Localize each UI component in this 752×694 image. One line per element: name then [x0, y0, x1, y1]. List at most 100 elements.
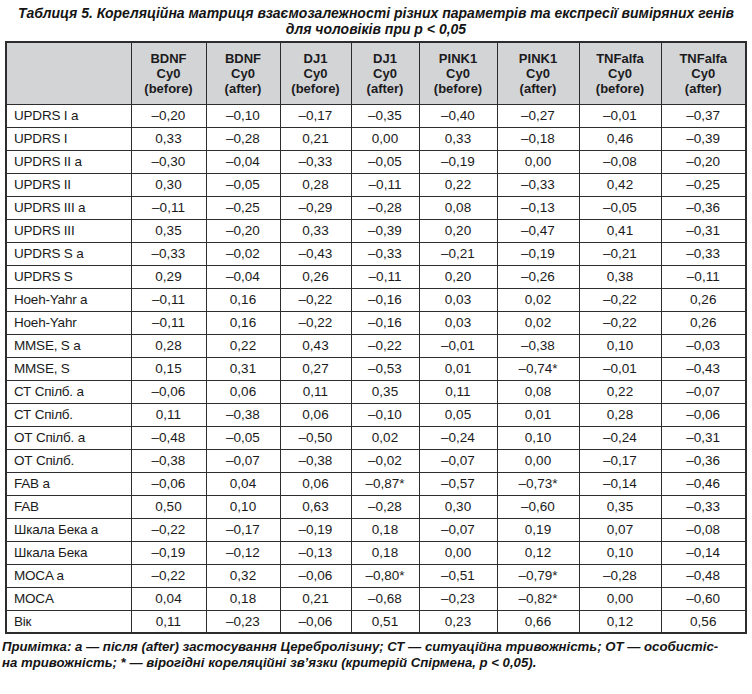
table-row: UPDRS S0,29–0,040,26–0,110,20–0,260,38–0… [6, 265, 746, 288]
correlation-value: 0,08 [419, 196, 497, 219]
correlation-value: –0,16 [351, 288, 419, 311]
row-label: UPDRS S [6, 265, 131, 288]
correlation-value: –0,11 [351, 265, 419, 288]
correlation-value: 0,35 [351, 380, 419, 403]
table-row: Hoeh-Yahr–0,110,16–0,22–0,160,030,02–0,2… [6, 311, 746, 334]
correlation-value: –0,07 [206, 449, 280, 472]
correlation-value: –0,19 [280, 518, 351, 541]
column-header-bdnf-cy0-(after): BDNF Cy0 (after) [206, 42, 280, 104]
correlation-value: 0,21 [280, 127, 351, 150]
correlation-value: 0,43 [280, 334, 351, 357]
correlation-value: 0,29 [131, 265, 206, 288]
table-row: FAB0,500,100,63–0,280,30–0,600,35–0,33 [6, 495, 746, 518]
correlation-value: 0,26 [661, 288, 746, 311]
correlation-value: –0,02 [206, 242, 280, 265]
correlation-value: 0,02 [497, 311, 579, 334]
correlation-value: –0,06 [131, 380, 206, 403]
row-label: Шкала Бека [6, 541, 131, 564]
correlation-value: –0,25 [661, 173, 746, 196]
table-row: MOCA a–0,220,32–0,06–0,80*–0,51–0,79*–0,… [6, 564, 746, 587]
correlation-value: 0,18 [351, 541, 419, 564]
table-row: UPDRS S a–0,33–0,02–0,43–0,33–0,21–0,19–… [6, 242, 746, 265]
correlation-value: –0,29 [280, 196, 351, 219]
table-caption-line1: Таблиця 5. Кореляційна матриця взаємозал… [0, 5, 752, 21]
correlation-value: –0,13 [280, 541, 351, 564]
correlation-value: 0,38 [579, 265, 661, 288]
correlation-value: –0,01 [579, 104, 661, 127]
correlation-value: 0,02 [497, 288, 579, 311]
correlation-value: 0,35 [131, 219, 206, 242]
correlation-value: –0,60 [497, 495, 579, 518]
correlation-value: –0,48 [131, 426, 206, 449]
correlation-value: 0,18 [351, 518, 419, 541]
correlation-value: –0,46 [661, 472, 746, 495]
correlation-value: 0,63 [280, 495, 351, 518]
correlation-value: –0,33 [661, 242, 746, 265]
correlation-value: –0,43 [661, 357, 746, 380]
correlation-value: 0,66 [497, 610, 579, 633]
correlation-value: –0,05 [579, 196, 661, 219]
row-label: ОТ Спілб. [6, 449, 131, 472]
correlation-value: –0,07 [419, 518, 497, 541]
correlation-value: –0,25 [206, 196, 280, 219]
correlation-value: 0,05 [419, 403, 497, 426]
row-label: MOCA a [6, 564, 131, 587]
column-header-dj1-cy0-(after): DJ1 Cy0 (after) [351, 42, 419, 104]
row-label: MMSE, S a [6, 334, 131, 357]
correlation-value: 0,11 [280, 380, 351, 403]
row-label: Hoeh-Yahr [6, 311, 131, 334]
correlation-value: 0,22 [419, 173, 497, 196]
correlation-value: –0,48 [661, 564, 746, 587]
correlation-value: –0,73* [497, 472, 579, 495]
correlation-value: 0,28 [131, 334, 206, 357]
table-row: СТ Спілб.0,11–0,380,06–0,100,050,010,28–… [6, 403, 746, 426]
correlation-value: –0,16 [351, 311, 419, 334]
table-row: FAB a–0,060,040,06–0,87*–0,57–0,73*–0,14… [6, 472, 746, 495]
correlation-value: –0,79* [497, 564, 579, 587]
correlation-value: –0,22 [579, 311, 661, 334]
correlation-value: –0,36 [661, 196, 746, 219]
correlation-value: –0,18 [497, 127, 579, 150]
correlation-value: –0,02 [351, 449, 419, 472]
correlation-value: –0,06 [661, 403, 746, 426]
correlation-value: 0,31 [206, 357, 280, 380]
correlation-value: –0,28 [206, 127, 280, 150]
correlation-value: 0,18 [206, 587, 280, 610]
correlation-value: –0,36 [661, 449, 746, 472]
correlation-value: 0,04 [206, 472, 280, 495]
correlation-value: –0,39 [351, 219, 419, 242]
correlation-value: –0,28 [579, 564, 661, 587]
correlation-value: –0,37 [661, 104, 746, 127]
table-row: Шкала Бека а–0,22–0,17–0,190,18–0,070,19… [6, 518, 746, 541]
correlation-value: 0,33 [419, 127, 497, 150]
correlation-value: –0,20 [206, 219, 280, 242]
row-label: СТ Спілб. [6, 403, 131, 426]
correlation-value: –0,20 [661, 150, 746, 173]
table-row: MMSE, S0,150,310,27–0,530,01–0,74*–0,01–… [6, 357, 746, 380]
table-row: UPDRS I a–0,20–0,10–0,17–0,35–0,40–0,27–… [6, 104, 746, 127]
correlation-value: 0,00 [497, 150, 579, 173]
correlation-value: –0,20 [131, 104, 206, 127]
footnote-line1: Примітка: а — після (after) застосування… [2, 639, 750, 655]
correlation-value: –0,21 [579, 242, 661, 265]
correlation-value: –0,07 [419, 449, 497, 472]
correlation-value: –0,06 [131, 472, 206, 495]
correlation-value: –0,10 [206, 104, 280, 127]
correlation-value: 0,22 [206, 334, 280, 357]
correlation-value: –0,17 [280, 104, 351, 127]
correlation-value: –0,17 [206, 518, 280, 541]
correlation-value: –0,28 [351, 495, 419, 518]
correlation-value: –0,38 [280, 449, 351, 472]
correlation-value: –0,03 [661, 334, 746, 357]
correlation-value: –0,04 [206, 265, 280, 288]
table-row: Вік0,11–0,23–0,060,510,230,660,120,56 [6, 610, 746, 633]
correlation-value: –0,19 [131, 541, 206, 564]
row-label: UPDRS III [6, 219, 131, 242]
correlation-value: 0,21 [280, 587, 351, 610]
row-label: UPDRS S a [6, 242, 131, 265]
correlation-value: 0,20 [419, 219, 497, 242]
correlation-value: –0,31 [661, 219, 746, 242]
correlation-value: –0,28 [351, 196, 419, 219]
correlation-value: –0,01 [579, 357, 661, 380]
correlation-value: 0,06 [280, 472, 351, 495]
